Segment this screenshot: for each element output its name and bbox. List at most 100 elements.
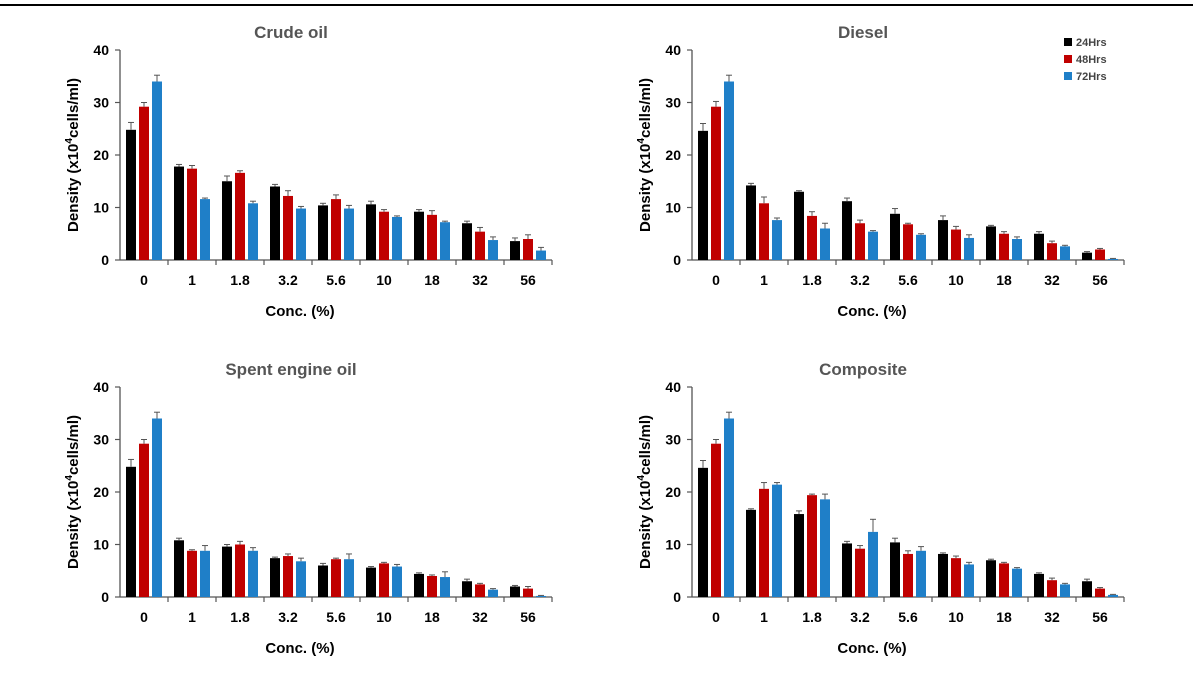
error-bar-72hrs-32 — [1062, 244, 1068, 247]
error-bar-24hrs-3-2 — [272, 556, 278, 559]
chart-title: Crude oil — [254, 23, 328, 42]
error-bar-72hrs-0 — [154, 74, 160, 82]
error-bar-24hrs-10 — [368, 200, 374, 205]
error-bar-24hrs-1 — [748, 182, 754, 186]
error-bar-24hrs-32 — [1036, 572, 1042, 574]
bar-48hrs-32 — [475, 231, 485, 260]
error-bar-48hrs-56 — [1097, 587, 1103, 589]
error-bar-24hrs-1 — [176, 537, 182, 541]
bar-72hrs-56 — [1108, 594, 1118, 597]
error-bar-24hrs-10 — [368, 566, 374, 568]
bar-24hrs-3-2 — [270, 558, 280, 597]
x-tick-label: 1.8 — [230, 609, 250, 625]
error-bar-48hrs-1 — [189, 549, 195, 551]
bar-72hrs-18 — [440, 222, 450, 260]
bar-24hrs-1-8 — [794, 191, 804, 260]
bar-48hrs-1 — [759, 203, 769, 260]
x-tick-label: 1 — [188, 609, 196, 625]
bar-72hrs-3-2 — [868, 231, 878, 260]
error-bar-48hrs-1-8 — [809, 493, 815, 496]
bar-24hrs-32 — [462, 223, 472, 260]
error-bar-72hrs-10 — [966, 234, 972, 238]
error-bar-72hrs-1 — [202, 197, 208, 200]
error-bar-24hrs-0 — [700, 460, 706, 468]
bar-24hrs-0 — [698, 467, 708, 597]
x-tick-label: 32 — [472, 609, 488, 625]
bar-24hrs-0 — [126, 129, 136, 260]
error-bar-48hrs-32 — [477, 582, 483, 585]
x-tick-label: 1 — [760, 609, 768, 625]
error-bar-72hrs-5-6 — [918, 546, 924, 551]
error-bar-24hrs-5-6 — [320, 562, 326, 566]
error-bar-72hrs-18 — [442, 220, 448, 223]
bar-24hrs-0 — [698, 130, 708, 260]
bar-72hrs-56 — [1108, 258, 1118, 260]
x-tick-label: 3.2 — [278, 609, 298, 625]
bar-24hrs-18 — [414, 573, 424, 597]
x-tick-label: 32 — [1044, 272, 1060, 288]
error-bar-72hrs-1 — [774, 217, 780, 221]
error-bar-72hrs-1 — [202, 545, 208, 551]
error-bar-48hrs-0 — [141, 439, 147, 444]
x-tick-label: 10 — [376, 272, 392, 288]
error-bar-24hrs-1 — [176, 163, 182, 167]
error-bar-48hrs-3-2 — [285, 553, 291, 557]
bar-72hrs-18 — [1012, 568, 1022, 597]
error-bar-48hrs-5-6 — [905, 222, 911, 225]
chart-panel-diesel: Diesel 0 10 20 30 40 Density (x104cells/ml) Con… — [572, 8, 1144, 338]
error-bar-72hrs-3-2 — [298, 557, 304, 562]
bar-72hrs-0 — [152, 418, 162, 597]
chart-title: Diesel — [838, 23, 888, 42]
y-axis-label: Density (x104cells/ml) — [64, 78, 82, 232]
bar-72hrs-5-6 — [916, 550, 926, 597]
chart-legend: 24Hrs 48Hrs 72Hrs — [1064, 37, 1107, 83]
error-bar-48hrs-1-8 — [237, 170, 243, 173]
error-bar-72hrs-0 — [154, 411, 160, 419]
bar-24hrs-1 — [174, 540, 184, 597]
bar-48hrs-3-2 — [855, 548, 865, 597]
x-tick-label: 0 — [712, 609, 720, 625]
bar-48hrs-56 — [523, 239, 533, 260]
x-axis-label: Conc. (%) — [265, 640, 334, 657]
y-tick-label: 10 — [665, 200, 681, 216]
x-tick-label: 10 — [376, 609, 392, 625]
error-bar-72hrs-1-8 — [250, 200, 256, 204]
error-bar-48hrs-18 — [429, 210, 435, 215]
error-bar-72hrs-32 — [1062, 582, 1068, 585]
x-tick-label: 5.6 — [326, 272, 346, 288]
bar-72hrs-1-8 — [248, 550, 258, 597]
error-bar-24hrs-1-8 — [224, 544, 230, 547]
x-tick-label: 32 — [1044, 609, 1060, 625]
bar-48hrs-18 — [427, 576, 437, 597]
error-bar-24hrs-0 — [128, 458, 134, 467]
bar-72hrs-1-8 — [820, 499, 830, 597]
error-bar-48hrs-1 — [189, 165, 195, 169]
bar-48hrs-5-6 — [331, 559, 341, 597]
error-bar-48hrs-18 — [429, 574, 435, 576]
error-bar-72hrs-0 — [726, 411, 732, 419]
y-tick-label: 0 — [101, 252, 109, 268]
error-bar-48hrs-3-2 — [285, 190, 291, 196]
bar-72hrs-32 — [488, 589, 498, 597]
bar-48hrs-5-6 — [903, 553, 913, 597]
bar-72hrs-0 — [724, 81, 734, 260]
y-axis-label: Density (x104cells/ml) — [636, 415, 654, 569]
error-bar-72hrs-5-6 — [346, 204, 352, 209]
x-tick-label: 56 — [1092, 609, 1108, 625]
error-bar-24hrs-1-8 — [224, 175, 230, 182]
y-tick-label: 20 — [93, 484, 109, 500]
y-axis-label: Density (x104cells/ml) — [64, 415, 82, 569]
y-tick-label: 40 — [665, 42, 681, 58]
chart-title: Composite — [819, 360, 907, 379]
bar-72hrs-1-8 — [820, 228, 830, 260]
y-tick-label: 20 — [93, 147, 109, 163]
bar-48hrs-3-2 — [283, 195, 293, 260]
bar-72hrs-10 — [964, 237, 974, 260]
bar-24hrs-10 — [366, 204, 376, 260]
error-bar-24hrs-5-6 — [892, 537, 898, 543]
error-bar-24hrs-32 — [1036, 231, 1042, 234]
error-bar-72hrs-18 — [1014, 236, 1020, 239]
bar-72hrs-18 — [440, 577, 450, 597]
